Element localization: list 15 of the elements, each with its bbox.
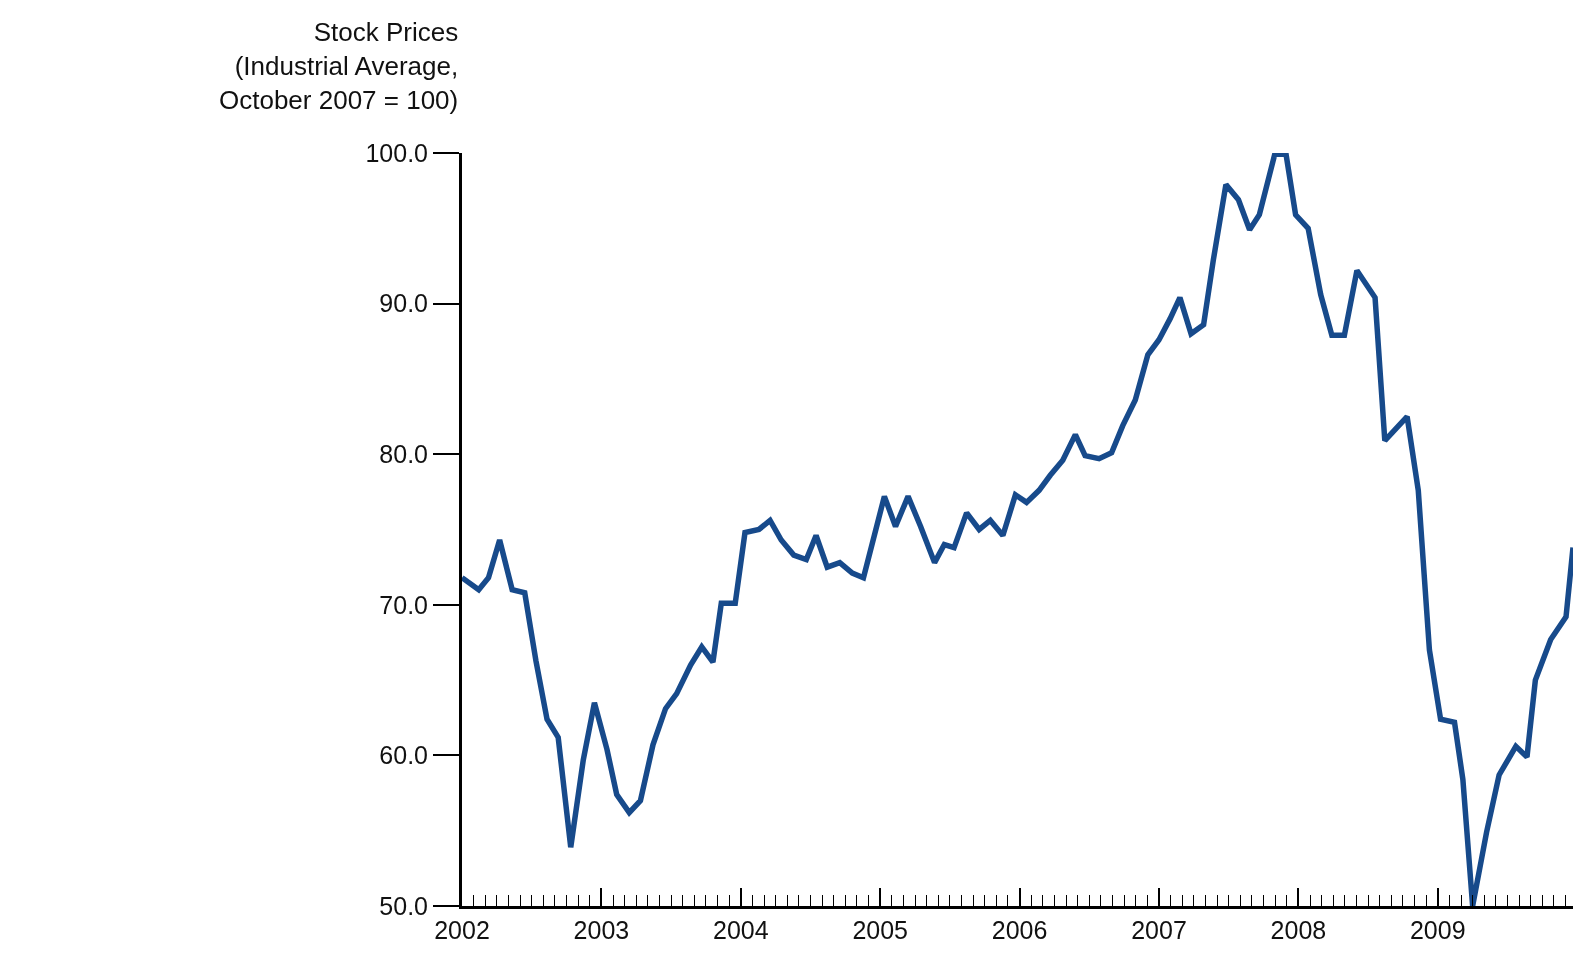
x-tick-label: 2002 [434, 916, 490, 944]
x-tick-label: 2007 [1131, 916, 1187, 944]
x-tick-label: 2005 [852, 916, 908, 944]
x-tick-label: 2009 [1409, 916, 1466, 944]
y-tick-label: 90.0 [379, 289, 428, 318]
y-tick-label: 80.0 [379, 439, 428, 468]
y-tick-label: 70.0 [379, 590, 428, 619]
y-tick-label: 100.0 [365, 138, 428, 167]
x-tick-label: 2008 [1270, 916, 1327, 944]
y-axis-title: Stock Prices (Industrial Average, October 2007 = 100) [219, 17, 459, 115]
x-tick-label: 2004 [712, 916, 769, 944]
y-tick-label: 60.0 [379, 741, 428, 770]
y-tick-label: 50.0 [379, 891, 428, 920]
x-tick-label: 2003 [573, 916, 630, 944]
x-tick-label: 2006 [991, 916, 1048, 944]
